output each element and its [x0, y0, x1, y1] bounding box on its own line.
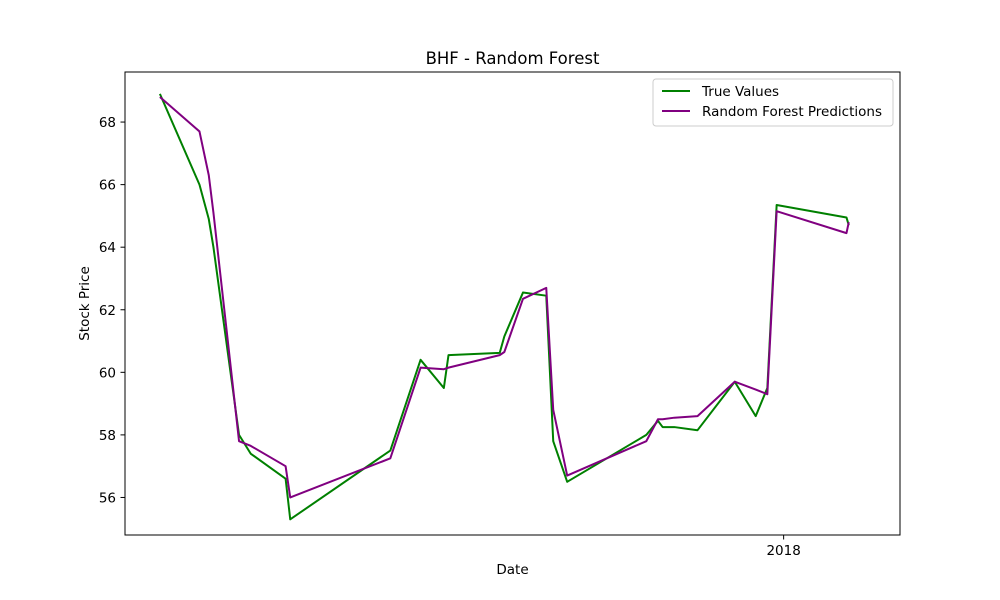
plot-area	[124, 71, 901, 536]
legend-box	[652, 78, 894, 127]
series-layer	[158, 93, 850, 521]
y-tick-label: 60	[99, 365, 116, 381]
x-axis: 2018	[766, 535, 801, 559]
x-axis-label: Date	[496, 562, 528, 578]
y-tick-label: 58	[99, 428, 116, 444]
x-tick-label: 2018	[766, 543, 800, 559]
legend: True Values Random Forest Predictions	[652, 78, 894, 127]
series-line-true-values	[158, 93, 850, 521]
y-tick-label: 56	[99, 490, 116, 506]
y-tick-label: 68	[99, 115, 116, 131]
legend-label-predictions: Random Forest Predictions	[702, 104, 882, 120]
legend-label-true-values: True Values	[701, 84, 779, 100]
axes-frame	[124, 71, 901, 536]
y-tick-label: 64	[99, 240, 116, 256]
y-tick-label: 66	[99, 178, 116, 194]
y-axis: 56 58 60 62 64 66 68	[99, 115, 125, 506]
chart-title: BHF - Random Forest	[426, 49, 600, 68]
y-axis-label: Stock Price	[77, 266, 93, 341]
series-line-random-forest-predictions	[159, 96, 850, 499]
y-tick-label: 62	[99, 303, 116, 319]
